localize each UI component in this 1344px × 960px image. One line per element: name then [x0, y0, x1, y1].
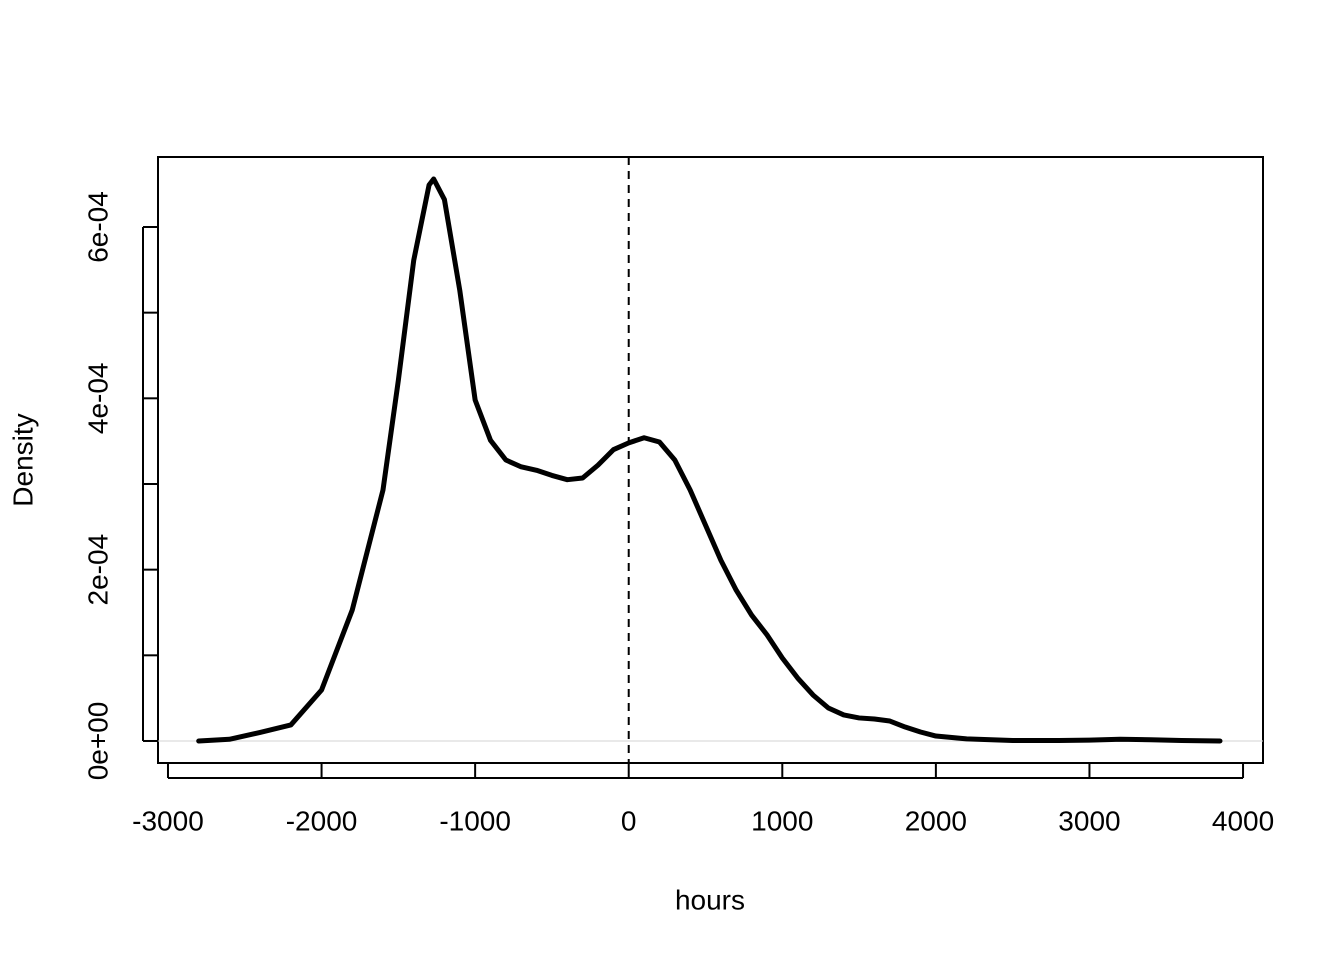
x-tick-label: 3000: [1058, 805, 1120, 836]
x-tick-label: -3000: [132, 805, 204, 836]
x-axis-label: hours: [675, 884, 745, 915]
y-tick-label: 2e-04: [82, 534, 113, 606]
y-axis-label: Density: [7, 413, 38, 506]
x-tick-label: -2000: [286, 805, 358, 836]
y-tick-label: 0e+00: [82, 702, 113, 781]
plot-frame: [157, 156, 1264, 764]
x-tick-label: -1000: [439, 805, 511, 836]
x-tick-label: 0: [621, 805, 637, 836]
density-line: [196, 176, 1223, 744]
x-tick-label: 2000: [905, 805, 967, 836]
y-tick-label: 4e-04: [82, 363, 113, 435]
y-tick-label: 6e-04: [82, 191, 113, 263]
x-tick-label: 4000: [1212, 805, 1274, 836]
x-tick-label: 1000: [751, 805, 813, 836]
